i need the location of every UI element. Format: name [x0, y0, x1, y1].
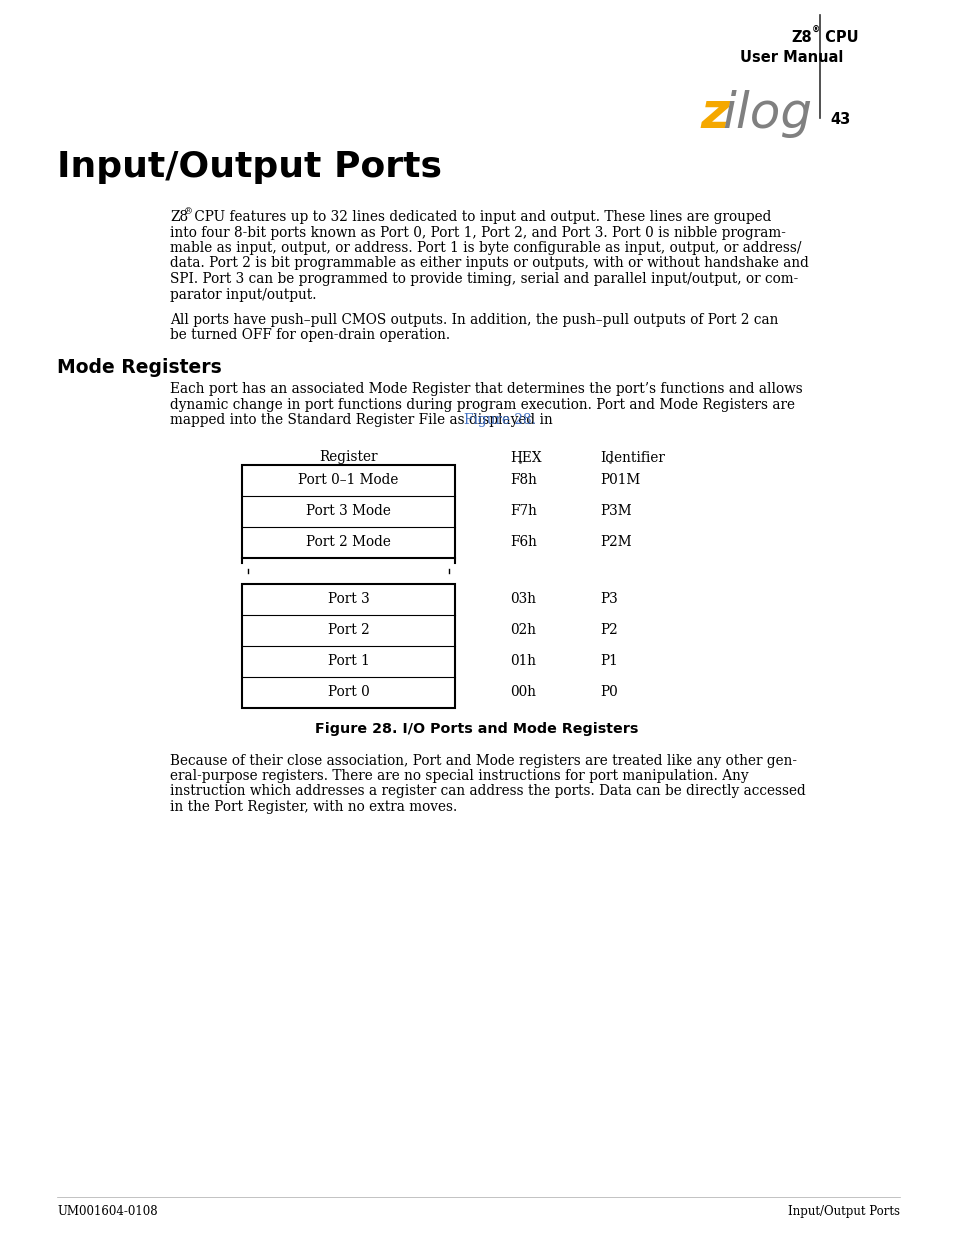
Text: Port 3: Port 3	[327, 592, 369, 606]
Text: Port 3 Mode: Port 3 Mode	[306, 504, 391, 517]
Text: All ports have push–pull CMOS outputs. In addition, the push–pull outputs of Por: All ports have push–pull CMOS outputs. I…	[170, 312, 778, 327]
Text: P3M: P3M	[599, 504, 631, 517]
Text: mapped into the Standard Register File as displayed in: mapped into the Standard Register File a…	[170, 412, 557, 427]
Text: Mode Registers: Mode Registers	[57, 358, 221, 377]
Text: F8h: F8h	[510, 473, 537, 487]
Text: F6h: F6h	[510, 535, 537, 550]
Text: z: z	[700, 90, 728, 138]
Text: Identifier: Identifier	[599, 451, 664, 464]
Text: 43: 43	[829, 112, 849, 127]
Text: F7h: F7h	[510, 504, 537, 517]
Text: Port 0–1 Mode: Port 0–1 Mode	[298, 473, 398, 487]
Text: CPU: CPU	[820, 30, 858, 44]
Text: User Manual: User Manual	[740, 49, 842, 65]
Text: SPI. Port 3 can be programmed to provide timing, serial and parallel input/outpu: SPI. Port 3 can be programmed to provide…	[170, 272, 798, 287]
Bar	[242, 464, 455, 557]
Text: Each port has an associated Mode Register that determines the port’s functions a: Each port has an associated Mode Registe…	[170, 382, 801, 396]
Text: Port 1: Port 1	[327, 655, 369, 668]
Text: mable as input, output, or address. Port 1 is byte configurable as input, output: mable as input, output, or address. Port…	[170, 241, 801, 254]
Text: P0: P0	[599, 685, 618, 699]
Text: dynamic change in port functions during program execution. Port and Mode Registe: dynamic change in port functions during …	[170, 398, 794, 411]
Bar	[242, 583, 455, 708]
Text: Port 2: Port 2	[327, 622, 369, 637]
Text: UM001604-0108: UM001604-0108	[57, 1205, 157, 1218]
Text: P2M: P2M	[599, 535, 631, 550]
Text: Port 0: Port 0	[327, 685, 369, 699]
Text: P01M: P01M	[599, 473, 639, 487]
Text: Z8: Z8	[790, 30, 811, 44]
Text: P1: P1	[599, 655, 618, 668]
Text: P3: P3	[599, 592, 618, 606]
Text: 00h: 00h	[510, 685, 536, 699]
Text: Figure 28. I/O Ports and Mode Registers: Figure 28. I/O Ports and Mode Registers	[315, 721, 638, 736]
Text: ilog: ilog	[721, 90, 811, 138]
Text: Input/Output Ports: Input/Output Ports	[787, 1205, 899, 1218]
Text: ®: ®	[184, 207, 193, 216]
Text: ®: ®	[811, 26, 820, 35]
Text: Register: Register	[319, 451, 377, 464]
Text: P2: P2	[599, 622, 618, 637]
Text: parator input/output.: parator input/output.	[170, 288, 316, 301]
Text: in the Port Register, with no extra moves.: in the Port Register, with no extra move…	[170, 800, 456, 814]
Text: be turned OFF for open-drain operation.: be turned OFF for open-drain operation.	[170, 329, 450, 342]
Text: 02h: 02h	[510, 622, 536, 637]
Text: HEX: HEX	[510, 451, 541, 464]
Text: 03h: 03h	[510, 592, 536, 606]
Text: 01h: 01h	[510, 655, 536, 668]
Text: Input/Output Ports: Input/Output Ports	[57, 149, 441, 184]
Text: Figure 28.: Figure 28.	[463, 412, 535, 427]
Text: into four 8-bit ports known as Port 0, Port 1, Port 2, and Port 3. Port 0 is nib: into four 8-bit ports known as Port 0, P…	[170, 226, 785, 240]
Text: Because of their close association, Port and Mode registers are treated like any: Because of their close association, Port…	[170, 753, 796, 767]
Text: CPU features up to 32 lines dedicated to input and output. These lines are group: CPU features up to 32 lines dedicated to…	[190, 210, 771, 224]
Text: data. Port 2 is bit programmable as either inputs or outputs, with or without ha: data. Port 2 is bit programmable as eith…	[170, 257, 808, 270]
Text: Port 2 Mode: Port 2 Mode	[306, 535, 391, 550]
Text: instruction which addresses a register can address the ports. Data can be direct: instruction which addresses a register c…	[170, 784, 805, 799]
Text: Z8: Z8	[170, 210, 188, 224]
Text: eral-purpose registers. There are no special instructions for port manipulation.: eral-purpose registers. There are no spe…	[170, 769, 748, 783]
